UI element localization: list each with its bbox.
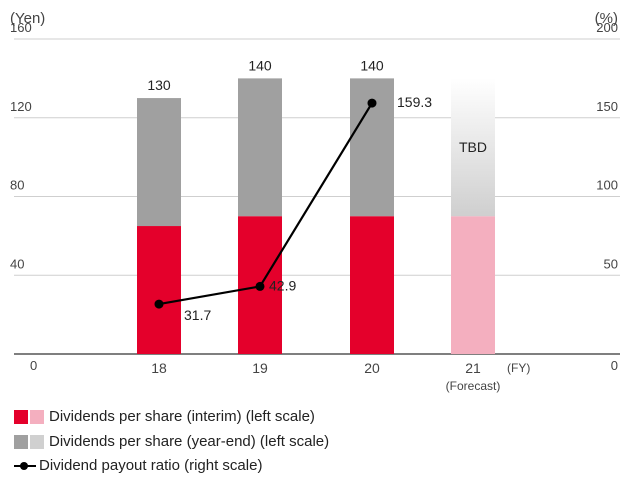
bar-interim — [451, 216, 495, 354]
left-tick-label: 40 — [10, 256, 24, 271]
x-unit-label: (FY) — [507, 361, 530, 375]
bar-total-label: 140 — [248, 57, 272, 73]
bar-total-label: 130 — [147, 77, 171, 93]
x-tick-label: 18 — [151, 360, 167, 376]
bar-total-label: 140 — [360, 57, 384, 73]
legend-interim: Dividends per share (interim) (left scal… — [14, 408, 315, 425]
payout-point — [154, 299, 164, 309]
bar-yearend — [137, 98, 181, 227]
legend-yearend-label: Dividends per share (year-end) (left sca… — [49, 433, 330, 450]
bars: 130 140 140 TBD — [137, 57, 495, 354]
right-tick-label: 150 — [596, 99, 618, 114]
right-tick-label: 100 — [596, 178, 618, 193]
interim-swatch — [14, 409, 28, 424]
left-tick-label: 0 — [30, 358, 37, 373]
bar-yearend — [238, 78, 282, 217]
payout-line-swatch — [14, 459, 36, 473]
grid-lines — [14, 38, 620, 355]
legend-payout: Dividend payout ratio (right scale) — [14, 457, 262, 474]
legend-payout-label: Dividend payout ratio (right scale) — [39, 457, 263, 474]
yearend-swatch — [14, 434, 28, 449]
payout-label: 159.3 — [397, 94, 432, 110]
payout-label: 31.7 — [184, 307, 211, 323]
payout-point — [255, 281, 265, 291]
x-tick-label: 20 — [364, 360, 380, 376]
right-tick-label: 200 — [596, 20, 618, 35]
dividend-chart: (Yen) (%) 0 0 40 50 80 100 120 150 160 200 130 140… — [10, 10, 620, 393]
legend-interim-label: Dividends per share (interim) (left scal… — [49, 408, 315, 425]
legend-yearend: Dividends per share (year-end) (left sca… — [14, 433, 329, 450]
left-tick-label: 120 — [10, 99, 32, 114]
axis-ticks: 0 0 40 50 80 100 120 150 160 200 — [10, 20, 618, 373]
right-axis-title: (%) — [595, 10, 618, 27]
x-tick-label: 19 — [252, 360, 268, 376]
right-tick-label: 0 — [611, 358, 618, 373]
yearend-forecast-swatch — [30, 434, 44, 449]
bar-yearend-forecast — [451, 78, 495, 217]
bar-interim — [137, 226, 181, 354]
left-tick-label: 160 — [10, 20, 32, 35]
payout-label: 42.9 — [269, 277, 296, 293]
right-tick-label: 50 — [604, 256, 618, 271]
bar-total-label: TBD — [459, 139, 487, 155]
x-tick-sublabel: (Forecast) — [446, 379, 501, 393]
payout-point — [367, 98, 377, 108]
interim-forecast-swatch — [30, 409, 44, 424]
left-tick-label: 80 — [10, 178, 24, 193]
x-axis-labels: 18 19 20 21 (Forecast) — [151, 360, 500, 393]
bar-interim — [350, 216, 394, 354]
payout-ratio-line: 31.7 42.9 159.3 — [154, 94, 432, 323]
left-axis-title: (Yen) — [10, 10, 45, 27]
x-tick-label: 21 — [465, 360, 481, 376]
